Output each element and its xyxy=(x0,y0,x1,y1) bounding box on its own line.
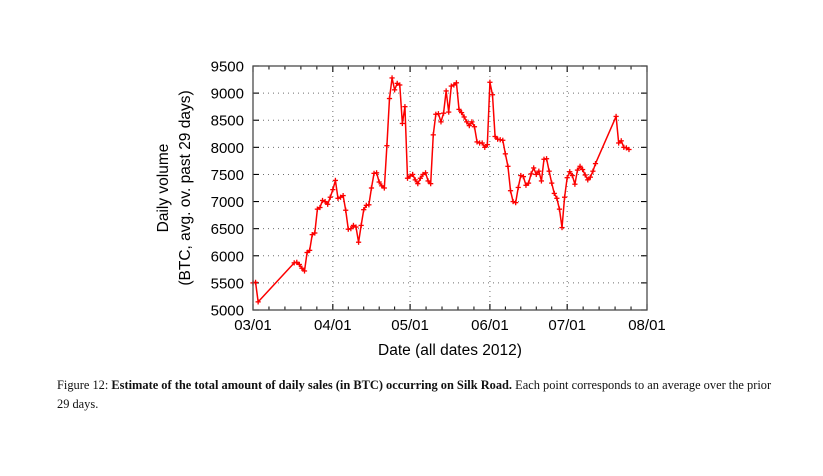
ytick-label: 9000 xyxy=(211,86,244,103)
ytick-label: 7000 xyxy=(211,194,244,211)
xtick-label: 06/01 xyxy=(471,317,509,334)
y-axis-title-line1: Daily volume xyxy=(155,144,172,233)
plot-frame xyxy=(252,65,648,311)
ytick-label: 5500 xyxy=(211,275,244,292)
ytick-label: 9500 xyxy=(211,59,244,76)
xtick-label: 05/01 xyxy=(391,317,429,334)
ytick-label: 5000 xyxy=(211,303,244,320)
ytick-label: 7500 xyxy=(211,167,244,184)
xtick-label: 07/01 xyxy=(548,317,586,334)
data-line-daily-volume xyxy=(252,77,630,303)
caption-figure-label: Figure 12: xyxy=(57,378,109,392)
xtick-label: 03/01 xyxy=(234,317,272,334)
ytick-label: 6500 xyxy=(211,221,244,238)
ytick-label: 6000 xyxy=(211,248,244,265)
daily-volume-line-chart: 5000 5500 6000 6500 7000 7500 8000 8500 9000 9500… xyxy=(155,59,666,359)
data-point-markers xyxy=(250,75,632,305)
chart-plot-area: 5000 5500 6000 6500 7000 7500 8000 8500 9000 9500… xyxy=(140,48,680,359)
xtick-label: 08/01 xyxy=(628,317,666,334)
ytick-label: 8500 xyxy=(211,113,244,130)
caption-title: Estimate of the total amount of daily sa… xyxy=(111,378,513,392)
xtick-label: 04/01 xyxy=(314,317,352,334)
y-axis-title-line2: (BTC, avg. ov. past 29 days) xyxy=(177,90,194,285)
caption-body: Each point corresponds to an average ove… xyxy=(57,378,772,411)
ytick-label: 8000 xyxy=(211,140,244,157)
x-axis-title: Date (all dates 2012) xyxy=(378,342,522,358)
figure-caption: Figure 12: Estimate of the total amount … xyxy=(57,376,773,414)
